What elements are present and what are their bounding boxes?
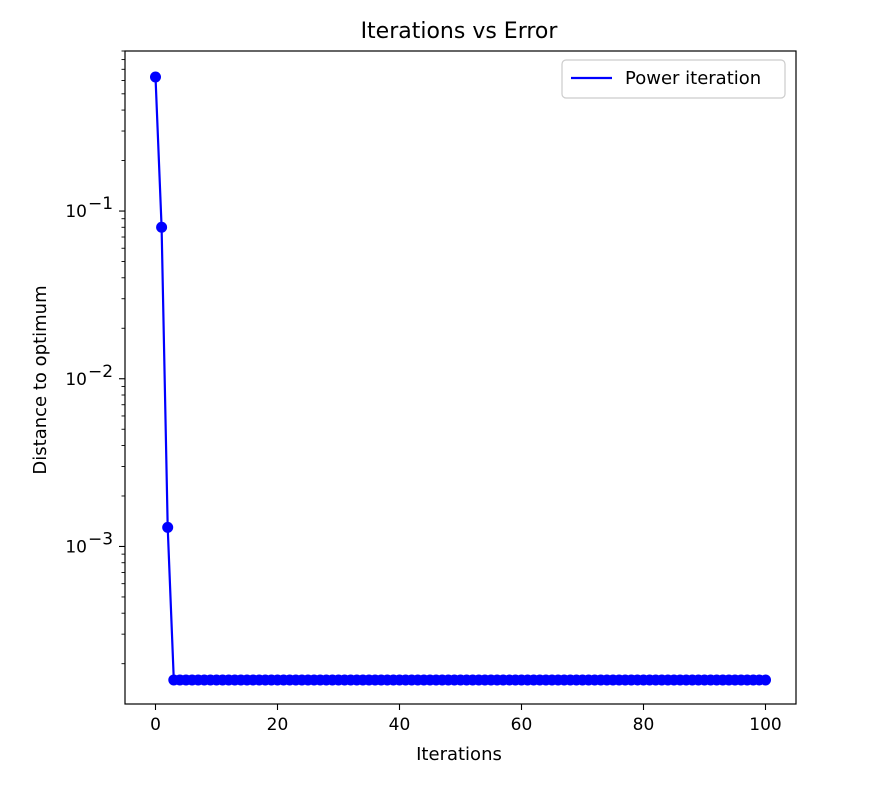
- x-tick-label: 20: [267, 715, 289, 735]
- y-tick-label: 10: [65, 202, 87, 222]
- y-tick-label: 10: [65, 370, 87, 390]
- x-tick-label: 40: [389, 715, 411, 735]
- y-tick-exponent: −3: [88, 529, 113, 549]
- x-axis-label: Iterations: [416, 744, 502, 765]
- legend-label: Power iteration: [625, 68, 761, 89]
- y-tick-label: 10: [65, 537, 87, 557]
- plot-area: [150, 71, 771, 686]
- legend: Power iteration: [561, 59, 786, 99]
- data-point: [156, 221, 168, 233]
- x-axis: 0 20 40 60 80 100: [150, 704, 782, 735]
- x-tick-label: 60: [511, 715, 533, 735]
- data-point: [150, 71, 161, 83]
- x-tick-label: 0: [150, 715, 161, 735]
- x-tick-label: 100: [749, 715, 781, 735]
- data-point: [162, 521, 174, 533]
- y-tick-exponent: −1: [88, 194, 113, 214]
- x-tick-label: 80: [633, 715, 655, 735]
- data-point: [760, 674, 771, 686]
- chart-title: Iterations vs Error: [361, 19, 559, 44]
- y-tick-exponent: −2: [88, 362, 113, 382]
- series-line: [154, 76, 766, 682]
- y-axis-label: Distance to optimum: [30, 285, 51, 474]
- plot-frame: [124, 50, 797, 705]
- legend-box: [561, 59, 786, 99]
- y-axis: 10−310−210−1: [65, 50, 125, 665]
